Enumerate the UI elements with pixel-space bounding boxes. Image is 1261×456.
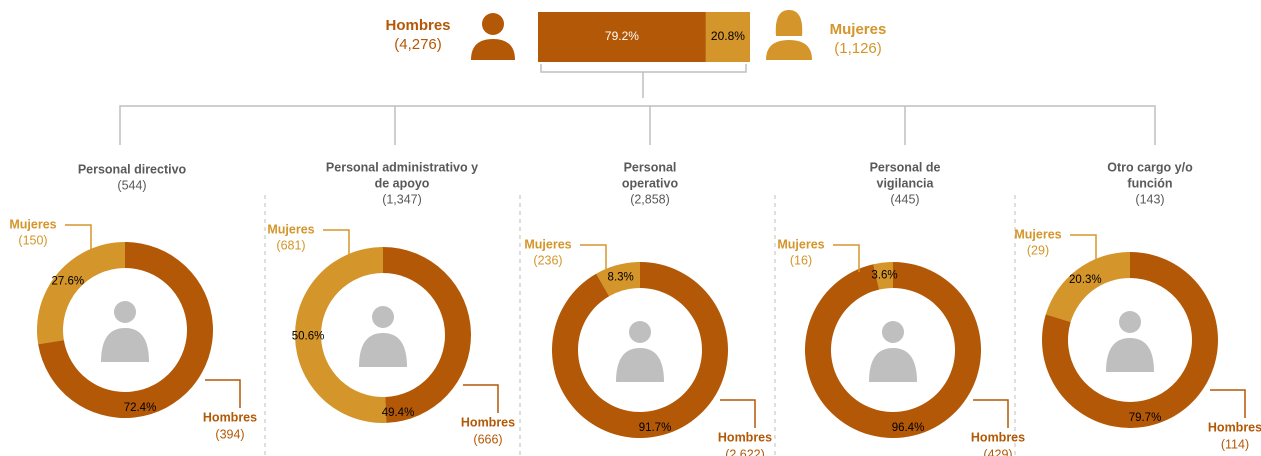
count-label: (150) — [18, 233, 47, 247]
chart-title: de apoyo — [375, 176, 430, 190]
category-label: Hombres — [461, 415, 515, 429]
legend-label: Mujeres — [830, 21, 887, 38]
icon-body — [1106, 338, 1154, 372]
count-label: (429) — [983, 447, 1012, 456]
category-label: Mujeres — [267, 222, 314, 236]
pct-label: 91.7% — [639, 422, 672, 434]
icon-head — [1119, 311, 1141, 333]
donut-segment — [38, 242, 214, 419]
count-label: (2,622) — [725, 447, 765, 456]
leader-line — [323, 229, 350, 257]
leader-line — [65, 224, 92, 252]
icon — [869, 321, 917, 382]
separators — [264, 195, 1016, 456]
legend-label: Hombres — [385, 17, 450, 34]
man-icon — [471, 13, 515, 60]
leader-line — [1210, 389, 1246, 418]
icon — [101, 301, 149, 362]
legend-count: (1,126) — [834, 40, 882, 57]
chart-title: Personal — [624, 160, 677, 174]
chart-title: vigilancia — [877, 176, 935, 190]
leader-line — [1070, 234, 1097, 262]
chart-subtitle: (445) — [890, 192, 919, 206]
pct-label: 50.6% — [292, 330, 325, 342]
donut-segment — [1042, 252, 1218, 429]
donut-segment — [552, 262, 729, 439]
leader-line — [205, 379, 241, 408]
chart-title: Personal administrativo y — [326, 160, 478, 174]
icon — [1106, 311, 1154, 372]
pct-label: 3.6% — [871, 270, 897, 282]
icon-head — [629, 321, 651, 343]
donut-segment — [1045, 252, 1130, 322]
icon-body — [869, 348, 917, 382]
category-label: Mujeres — [524, 237, 571, 251]
category-label: Mujeres — [777, 237, 824, 251]
icon-head — [372, 306, 394, 328]
donut-segment — [805, 262, 981, 438]
donut-segment — [596, 262, 640, 297]
chart-title: función — [1127, 176, 1172, 190]
donut-segment — [36, 242, 125, 345]
count-label: (681) — [276, 238, 305, 252]
category-label: Hombres — [203, 410, 257, 424]
bar-label: 79.2% — [605, 29, 639, 43]
icon — [359, 306, 407, 367]
leader-line — [973, 399, 1009, 428]
tree-lines — [119, 105, 1156, 145]
icon-body — [101, 328, 149, 362]
count-label: (114) — [1221, 437, 1249, 451]
count-label: (666) — [473, 432, 502, 446]
count-label: (29) — [1027, 243, 1049, 257]
pct-label: 72.4% — [124, 402, 157, 414]
category-label: Hombres — [971, 430, 1025, 444]
count-label: (16) — [790, 253, 812, 267]
connectors — [119, 64, 1156, 145]
icon-body — [359, 333, 407, 367]
pct-label: 96.4% — [892, 422, 925, 434]
icon-body — [616, 348, 664, 382]
category-label: Mujeres — [1014, 227, 1061, 241]
donut-segment — [294, 247, 387, 423]
category-label: Mujeres — [9, 217, 56, 231]
bar-label: 20.8% — [711, 29, 745, 43]
chart-title: Personal de — [870, 160, 941, 174]
donut-segment — [383, 247, 471, 423]
pct-label: 49.4% — [382, 407, 415, 419]
category-label: Hombres — [718, 430, 772, 444]
icon-head — [882, 321, 904, 343]
pct-label: 79.7% — [1129, 412, 1162, 424]
pct-label: 27.6% — [52, 276, 85, 288]
bar-segment — [538, 12, 706, 62]
chart-title: Personal directivo — [78, 162, 187, 176]
chart-title: operativo — [622, 176, 679, 190]
leader-line — [833, 244, 860, 272]
category-label: Hombres — [1208, 420, 1261, 434]
leader-line — [720, 399, 756, 428]
leader-line — [463, 384, 499, 413]
woman-icon — [766, 10, 812, 60]
donut-segment — [873, 262, 893, 290]
chart-subtitle: (544) — [117, 178, 146, 192]
leader-line — [580, 244, 607, 272]
chart-subtitle: (1,347) — [382, 192, 422, 206]
chart-subtitle: (143) — [1135, 192, 1164, 206]
pct-label: 8.3% — [608, 272, 634, 284]
pct-label: 20.3% — [1069, 274, 1102, 286]
chart-subtitle: (2,858) — [630, 192, 670, 206]
legend-count: (4,276) — [394, 36, 442, 53]
chart-title: Otro cargo y/o — [1107, 160, 1193, 174]
bracket — [540, 64, 747, 98]
icon-head — [114, 301, 136, 323]
count-label: (236) — [533, 253, 562, 267]
count-label: (394) — [215, 427, 244, 441]
bar-segment — [705, 12, 750, 62]
icon — [616, 321, 664, 382]
